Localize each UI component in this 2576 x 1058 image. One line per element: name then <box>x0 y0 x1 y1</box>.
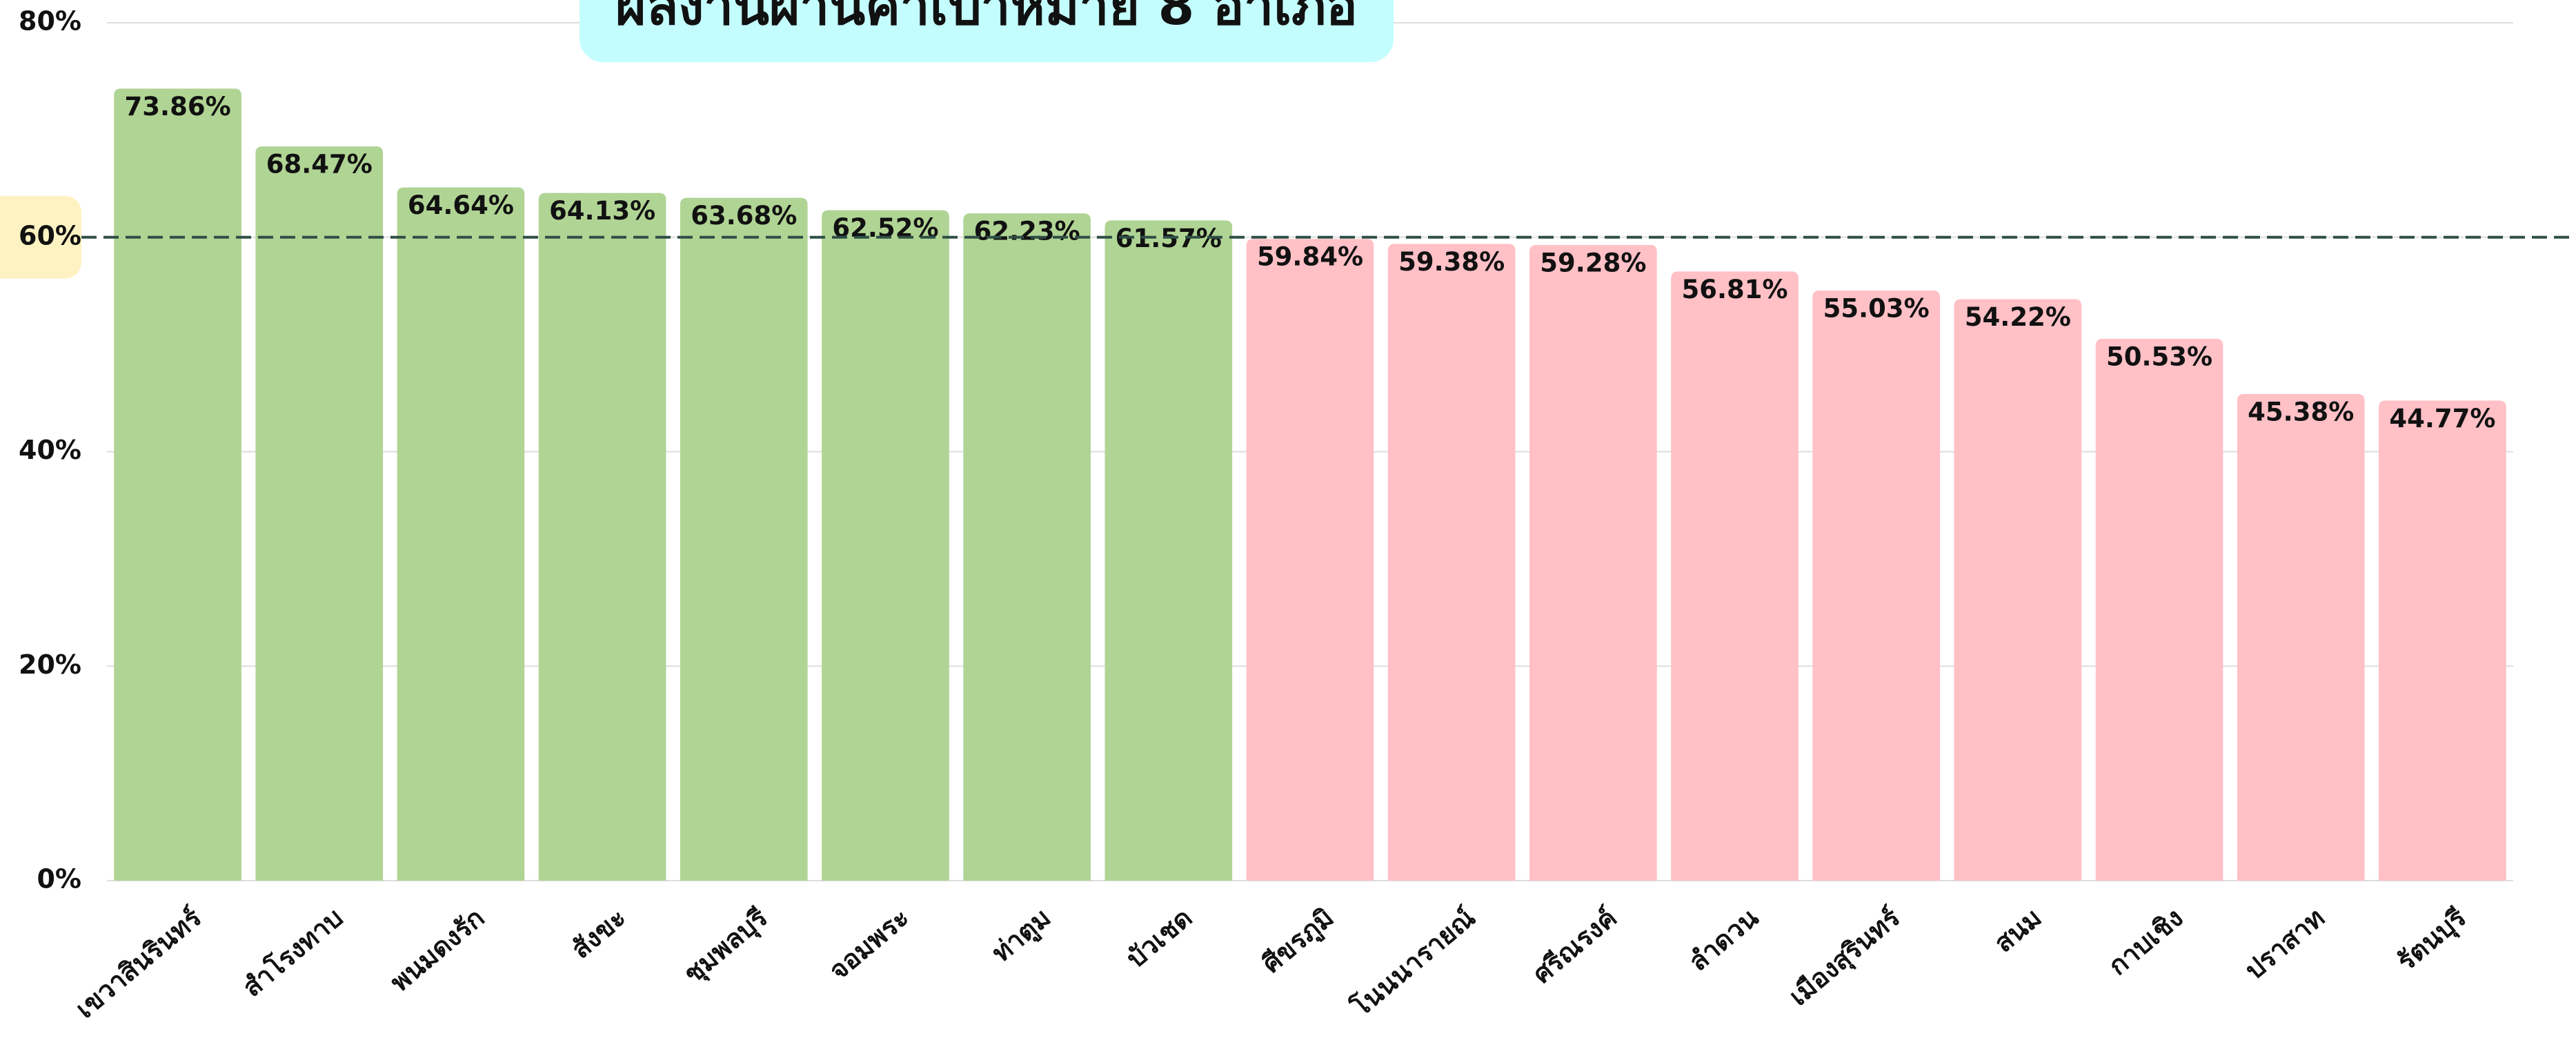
x-tick-label: บัวเชด <box>1121 902 1198 974</box>
x-tick-label: สังขะ <box>566 902 632 964</box>
value-label: 55.03% <box>1823 293 1930 323</box>
value-label: 73.86% <box>125 92 231 121</box>
x-tick-label: ศรีณรงค์ <box>1527 902 1623 989</box>
y-tick-label: 80% <box>19 6 81 37</box>
value-label: 64.13% <box>549 196 655 226</box>
value-label: 68.47% <box>266 150 373 179</box>
value-label: 54.22% <box>1965 302 2071 332</box>
value-label: 62.23% <box>974 217 1080 246</box>
bar <box>1246 239 1374 881</box>
value-label: 45.38% <box>2248 397 2354 427</box>
x-tick-label: พนมดงรัก <box>385 902 491 997</box>
y-tick-label: 40% <box>19 435 81 465</box>
x-tick-label: ปราสาท <box>2239 902 2330 986</box>
bar <box>114 88 241 881</box>
x-tick-label: รัตนบุรี <box>2391 902 2473 978</box>
x-tick-label: สนม <box>1988 902 2047 958</box>
value-label: 59.38% <box>1398 247 1505 277</box>
plot: 0% 20% 40% 60% 80% 73.86% เขวาสินรินทร์ 68.47% ส… <box>0 6 2576 1024</box>
x-tick-label: จอมพระ <box>824 902 915 986</box>
bar <box>1104 220 1233 881</box>
x-tick-label: กาบเชิง <box>2103 902 2189 981</box>
bar <box>2237 393 2365 881</box>
bar <box>1529 244 1657 881</box>
y-tick-label: 60% <box>19 220 81 251</box>
value-label: 50.53% <box>2106 342 2212 371</box>
x-tick-label: โนนนารายณ์ <box>1345 901 1480 1023</box>
y-tick-label: 0% <box>37 864 81 894</box>
x-tick-label: ชุมพลบุรี <box>677 902 774 990</box>
title-box <box>579 0 1394 62</box>
bar <box>963 213 1091 881</box>
bar <box>2379 400 2506 881</box>
reference-label-box <box>0 195 81 279</box>
x-tick-label: ศีขรภูมิ <box>1256 902 1340 980</box>
value-label: 63.68% <box>691 201 797 231</box>
bar <box>822 210 949 881</box>
value-label: 44.77% <box>2389 404 2495 433</box>
x-tick-label: สำโรงทาบ <box>237 901 349 1003</box>
bar <box>397 187 525 881</box>
chart-title: ผลงานผ่านค่าเป้าหมาย 8 อำเภอ <box>615 0 1358 37</box>
x-tick-label: เขวาสินรินทร์ <box>70 902 207 1024</box>
x-tick-label: ท่าตูม <box>986 902 1057 969</box>
bar <box>255 146 384 881</box>
bar <box>1671 271 1799 881</box>
value-label: 59.84% <box>1257 242 1363 272</box>
bar <box>1812 290 1941 881</box>
bar <box>1387 244 1516 881</box>
bar <box>2095 338 2223 881</box>
value-label: 59.28% <box>1540 248 1646 277</box>
value-label: 56.81% <box>1681 275 1787 304</box>
x-tick-label: ลำดวน <box>1683 902 1764 977</box>
bar <box>680 197 808 881</box>
value-label: 64.64% <box>408 190 514 220</box>
y-tick-label: 20% <box>19 649 81 680</box>
x-tick-label: เมืองสุรินทร์ <box>1783 902 1907 1013</box>
bar <box>538 193 666 881</box>
bar <box>1954 299 2082 881</box>
